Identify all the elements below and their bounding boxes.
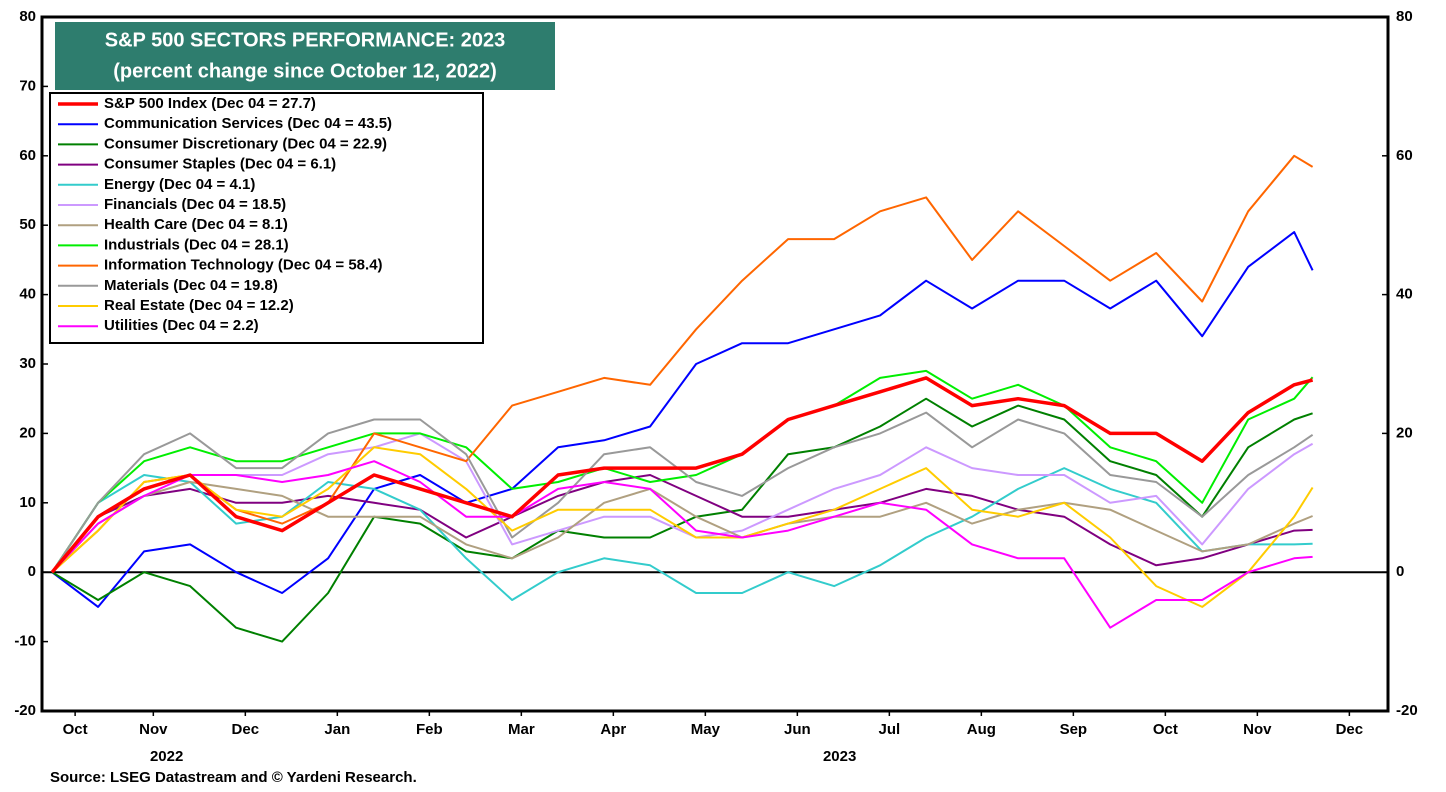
x-tick-label: Jan <box>324 721 350 738</box>
legend-label: Communication Services (Dec 04 = 43.5) <box>104 115 392 132</box>
x-tick-label: Oct <box>63 721 88 738</box>
x-tick-label: Feb <box>416 721 443 738</box>
y-tick-label: 60 <box>19 147 36 164</box>
x-tick-label: Mar <box>508 721 535 738</box>
x-tick-label: Aug <box>967 721 996 738</box>
x-tick-label: Nov <box>1243 721 1272 738</box>
x-group-label: 2022 <box>150 748 183 765</box>
legend-label: Materials (Dec 04 = 19.8) <box>104 277 278 294</box>
x-tick-label: Dec <box>232 721 260 738</box>
y2-tick-label: 0 <box>1396 563 1404 580</box>
x-tick-label: Sep <box>1060 721 1088 738</box>
y2-tick-label: 20 <box>1396 424 1413 441</box>
x-tick-label: Jul <box>879 721 901 738</box>
legend-label: Information Technology (Dec 04 = 58.4) <box>104 257 383 274</box>
legend-label: Consumer Staples (Dec 04 = 6.1) <box>104 156 336 173</box>
y-tick-label: 50 <box>19 216 36 233</box>
series-line <box>51 481 1313 573</box>
legend-label: Health Care (Dec 04 = 8.1) <box>104 216 288 233</box>
legend-label: Financials (Dec 04 = 18.5) <box>104 196 286 213</box>
y-tick-label: -20 <box>14 702 36 719</box>
y2-tick-label: 40 <box>1396 286 1413 303</box>
y-tick-label: 70 <box>19 77 36 94</box>
legend-label: Energy (Dec 04 = 4.1) <box>104 176 255 193</box>
series-line <box>51 369 1314 573</box>
x-tick-label: Dec <box>1336 721 1364 738</box>
legend-label: Utilities (Dec 04 = 2.2) <box>104 317 259 334</box>
x-tick-label: Oct <box>1153 721 1178 738</box>
series-line <box>51 154 1314 573</box>
x-tick-label: Apr <box>600 721 626 738</box>
series-line <box>51 231 1314 608</box>
series-line <box>51 474 1313 573</box>
x-tick-label: Nov <box>139 721 168 738</box>
x-tick-label: Jun <box>784 721 811 738</box>
series-line <box>51 467 1313 601</box>
series-line <box>51 460 1313 629</box>
y2-tick-label: -20 <box>1396 702 1418 719</box>
legend-label: Industrials (Dec 04 = 28.1) <box>104 236 289 253</box>
x-group-label: 2023 <box>823 748 856 765</box>
chart-title: S&P 500 SECTORS PERFORMANCE: 2023 <box>105 29 506 51</box>
y-tick-label: -10 <box>14 633 36 650</box>
title-box <box>55 22 555 90</box>
series-line <box>50 376 1314 574</box>
y-tick-label: 10 <box>19 494 36 511</box>
y2-tick-label: 60 <box>1396 147 1413 164</box>
x-tick-label: May <box>691 721 721 738</box>
y-tick-label: 30 <box>19 355 36 372</box>
y-tick-label: 0 <box>28 563 36 580</box>
legend <box>49 92 484 344</box>
legend-label: Consumer Discretionary (Dec 04 = 22.9) <box>104 135 387 152</box>
lines <box>42 154 1388 643</box>
y-tick-label: 20 <box>19 424 36 441</box>
source: Source: LSEG Datastream and © Yardeni Re… <box>50 769 417 786</box>
y-tick-label: 40 <box>19 286 36 303</box>
series-line <box>51 411 1314 573</box>
series-line <box>51 446 1314 608</box>
y-tick-label: 80 <box>19 8 36 25</box>
chart-subtitle: (percent change since October 12, 2022) <box>113 60 497 82</box>
legend-label: S&P 500 Index (Dec 04 = 27.7) <box>104 95 316 112</box>
y2-tick-label: 80 <box>1396 8 1413 25</box>
legend-label: Real Estate (Dec 04 = 12.2) <box>104 297 294 314</box>
